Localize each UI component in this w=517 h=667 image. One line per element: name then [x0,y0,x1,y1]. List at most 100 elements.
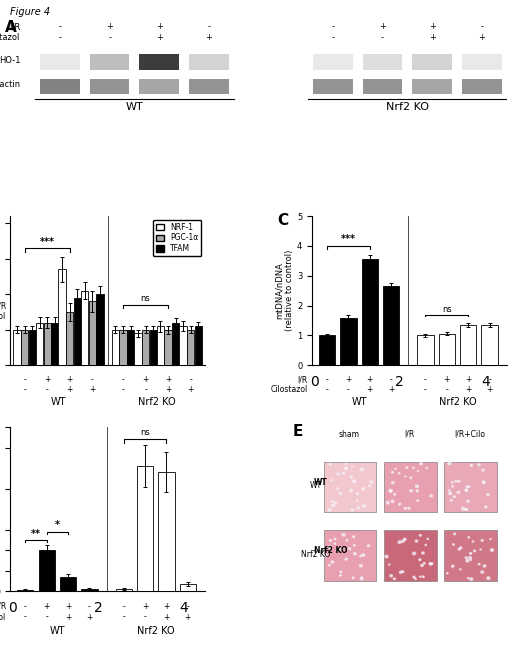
Text: -: - [88,602,91,611]
Text: WT: WT [314,478,328,486]
Bar [481,325,498,366]
Circle shape [464,509,466,510]
Text: -: - [189,375,192,384]
Text: ns: ns [442,305,452,314]
Circle shape [478,564,480,565]
Y-axis label: mtDNA/nDNA
(relative to control): mtDNA/nDNA (relative to control) [275,250,294,331]
Circle shape [339,492,342,494]
Text: ns: ns [141,295,150,303]
Circle shape [419,534,421,536]
Bar [134,334,142,401]
Circle shape [480,549,481,550]
Text: I/R: I/R [404,430,415,438]
Text: E: E [293,424,303,439]
Text: -: - [123,602,125,611]
Text: -: - [23,375,26,384]
Text: WT: WT [310,481,322,490]
Circle shape [400,503,401,504]
Circle shape [453,496,455,498]
Bar [180,584,196,591]
Circle shape [399,504,400,505]
Circle shape [340,575,341,576]
Circle shape [362,505,366,508]
Circle shape [427,538,429,540]
Circle shape [403,538,406,540]
Bar [194,326,202,401]
Circle shape [413,576,415,578]
Circle shape [487,577,490,580]
Circle shape [391,482,394,484]
Text: I/R: I/R [9,22,20,31]
Circle shape [453,544,454,545]
Text: -: - [91,375,94,384]
Text: -: - [23,385,26,394]
Text: +: + [142,602,148,611]
Text: -: - [326,375,328,384]
Bar [164,329,172,401]
Bar [172,323,179,401]
Bar [142,329,149,401]
Circle shape [389,490,392,492]
Bar [21,329,28,401]
Circle shape [468,486,470,488]
Text: -: - [58,22,62,31]
Text: Cilostazol: Cilostazol [0,311,6,321]
Circle shape [451,482,453,483]
Bar [140,79,179,94]
Bar [74,297,81,401]
Text: +: + [478,33,485,42]
Legend: NRF-1, PGC-1α, TFAM: NRF-1, PGC-1α, TFAM [153,220,201,256]
Bar [438,334,455,366]
Circle shape [342,534,345,536]
Circle shape [473,541,474,542]
Circle shape [422,576,424,578]
Bar [39,550,55,591]
Circle shape [481,571,483,573]
Bar [462,53,501,70]
Circle shape [466,490,467,492]
Text: -: - [390,375,392,384]
Bar [324,530,376,582]
Text: ***: *** [341,234,356,244]
Text: Nrf2 KO: Nrf2 KO [438,397,476,407]
Circle shape [474,550,476,552]
Circle shape [453,533,455,535]
Circle shape [447,573,448,574]
Circle shape [328,564,330,566]
Circle shape [328,546,331,548]
Circle shape [359,564,362,567]
Circle shape [423,562,425,564]
Circle shape [399,473,400,474]
Circle shape [325,554,327,556]
Circle shape [344,467,347,470]
Circle shape [389,490,392,492]
Text: +: + [429,33,436,42]
Text: -: - [121,385,125,394]
Bar [157,326,164,401]
Circle shape [430,563,432,565]
Text: +: + [44,375,50,384]
Text: -: - [424,385,427,394]
Bar [179,326,187,401]
Circle shape [348,548,351,550]
Text: +: + [188,385,194,394]
Circle shape [466,560,469,562]
Text: Cilostazol: Cilostazol [0,612,6,622]
Text: -: - [144,612,146,622]
Circle shape [354,552,356,555]
Bar [17,590,34,591]
Circle shape [386,502,389,504]
Text: *: * [55,520,60,530]
Bar [384,462,436,512]
Bar [58,269,66,401]
Circle shape [410,490,413,492]
Text: +: + [65,612,71,622]
Text: WT: WT [126,102,143,112]
Circle shape [340,571,342,573]
Circle shape [353,480,356,483]
Circle shape [356,500,358,502]
Circle shape [393,578,396,580]
Bar [137,466,153,591]
Text: Nrf2 KO: Nrf2 KO [138,397,176,407]
Text: +: + [163,602,170,611]
